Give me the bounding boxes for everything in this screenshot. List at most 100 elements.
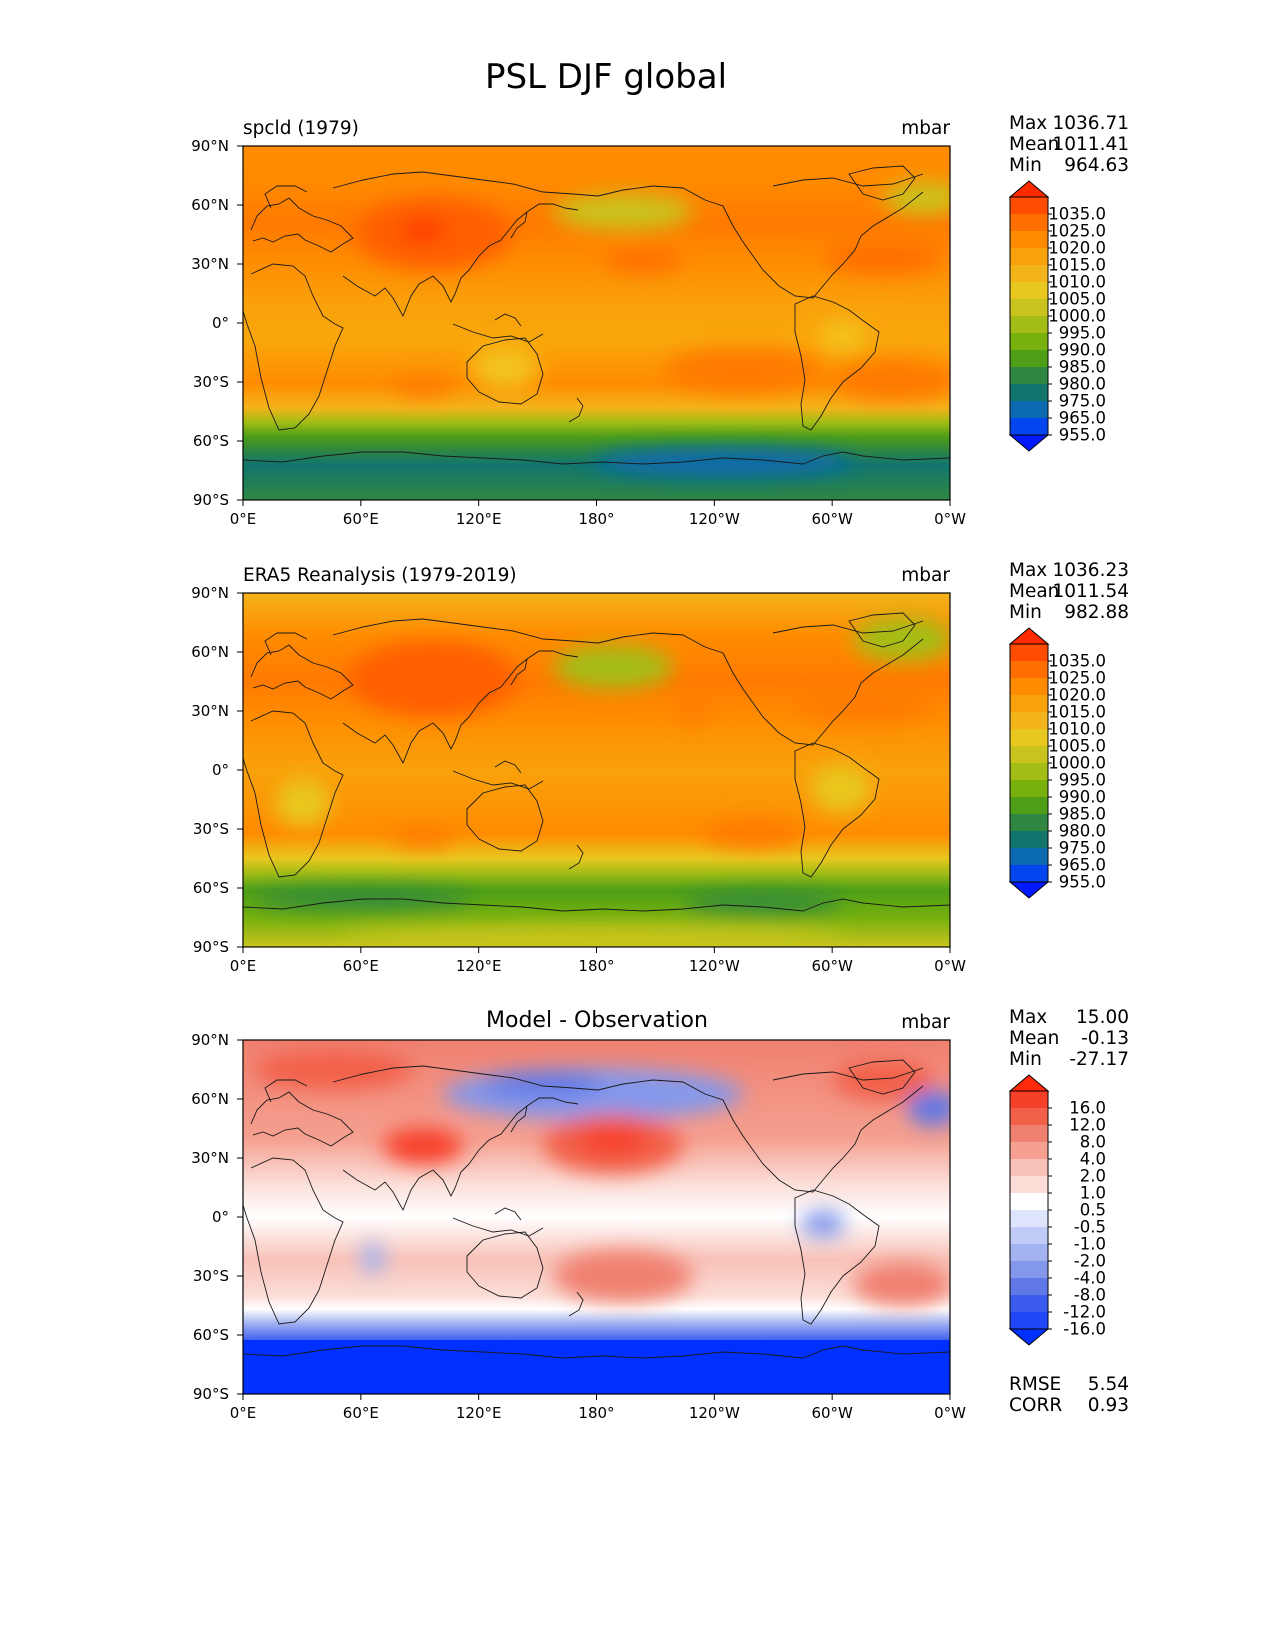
colorbar-level-label: 1000.0 bbox=[1048, 307, 1106, 326]
model-amazon-low bbox=[819, 320, 867, 352]
panel-diff: Model - Observation mbar bbox=[191, 1007, 1129, 1422]
stat-mean-label: Mean bbox=[1009, 134, 1059, 155]
x-tick-label: 120°E bbox=[456, 1404, 502, 1422]
colorbar-level-label: 990.0 bbox=[1059, 341, 1106, 360]
colorbar-level-label: 965.0 bbox=[1059, 856, 1106, 875]
colorbar-swatch bbox=[1010, 831, 1048, 848]
colorbar-swatch bbox=[1010, 214, 1048, 231]
colorbar-swatch bbox=[1010, 1312, 1048, 1329]
colorbar-swatch bbox=[1010, 1261, 1048, 1278]
panel-obs-map: 0°E 60°E 120°E 180° 120°W 60°W 0°W 90°N 60°N 30°… bbox=[191, 584, 966, 975]
colorbar-swatch bbox=[1010, 333, 1048, 350]
colorbar-level-label: 975.0 bbox=[1059, 839, 1106, 858]
colorbar-swatch bbox=[1010, 1108, 1048, 1125]
colorbar-swatch bbox=[1010, 712, 1048, 729]
panel-diff-map: 0°E 60°E 120°E 180° 120°W 60°W 0°W 90°N 60°N 30°… bbox=[191, 1031, 966, 1422]
stat-min-value: 964.63 bbox=[1064, 155, 1129, 176]
y-tick-label: 30°S bbox=[193, 1267, 229, 1285]
colorbar-swatch bbox=[1010, 1176, 1048, 1193]
x-tick-label: 60°W bbox=[811, 1404, 853, 1422]
panel-model-map: 0°E 60°E 120°E 180° 120°W 60°W 0°W 90°N 60°N 30°… bbox=[191, 137, 966, 528]
stat-min-label: Min bbox=[1009, 1049, 1042, 1070]
colorbar-level-label: -16.0 bbox=[1063, 1320, 1106, 1339]
model-australia-low bbox=[471, 346, 539, 390]
diff-arctic-positive bbox=[253, 1050, 413, 1090]
colorbar-extend-min bbox=[1008, 881, 1050, 899]
panel-model-colorbar: 1035.01025.01020.01015.01010.01005.01000… bbox=[1008, 180, 1106, 452]
diff-atlantic-negative bbox=[907, 1090, 950, 1126]
y-tick-label: 30°S bbox=[193, 373, 229, 391]
y-tick-label: 0° bbox=[212, 314, 229, 332]
model-atlantic-high-south bbox=[833, 360, 950, 400]
stat-corr-value: 0.93 bbox=[1088, 1395, 1129, 1416]
colorbar-swatch bbox=[1010, 1125, 1048, 1142]
model-pacific-high-south bbox=[663, 348, 823, 392]
colorbar-swatch bbox=[1010, 678, 1048, 695]
obs-indian-high-south bbox=[393, 827, 453, 847]
colorbar-level-label: 955.0 bbox=[1059, 426, 1106, 445]
colorbar-level-label: 995.0 bbox=[1059, 771, 1106, 790]
colorbar-level-label: 1015.0 bbox=[1048, 256, 1106, 275]
colorbar-extend-max bbox=[1008, 180, 1050, 198]
panel-model-units: mbar bbox=[901, 118, 950, 139]
colorbar-swatch bbox=[1010, 265, 1048, 282]
colorbar-level-label: 985.0 bbox=[1059, 805, 1106, 824]
x-tick-label: 120°W bbox=[689, 957, 740, 975]
panel-obs-stats: Max 1036.23 Mean 1011.54 Min 982.88 bbox=[1009, 560, 1129, 623]
panel-diff-colorbar: 16.012.08.04.02.01.00.5-0.5-1.0-2.0-4.0-… bbox=[1008, 1074, 1106, 1346]
diff-china-positive bbox=[383, 1128, 463, 1164]
x-tick-label: 180° bbox=[578, 510, 614, 528]
colorbar-level-label: -2.0 bbox=[1074, 1252, 1106, 1271]
stat-min-value: -27.17 bbox=[1069, 1049, 1129, 1070]
y-tick-label: 60°S bbox=[193, 879, 229, 897]
panel-obs-units: mbar bbox=[901, 565, 950, 586]
colorbar-level-label: -8.0 bbox=[1074, 1286, 1106, 1305]
colorbar-swatch bbox=[1010, 1244, 1048, 1261]
panel-obs-title: ERA5 Reanalysis (1979-2019) bbox=[243, 565, 517, 586]
x-tick-label: 0°W bbox=[934, 957, 966, 975]
stat-max-value: 15.00 bbox=[1076, 1007, 1129, 1028]
obs-azores-high bbox=[793, 693, 933, 721]
colorbar-swatch bbox=[1010, 384, 1048, 401]
x-tick-label: 0°E bbox=[230, 1404, 257, 1422]
colorbar-level-label: 965.0 bbox=[1059, 409, 1106, 428]
x-tick-label: 0°W bbox=[934, 510, 966, 528]
stat-rmse-value: 5.54 bbox=[1088, 1374, 1129, 1395]
y-tick-label: 90°S bbox=[193, 938, 229, 956]
colorbar-swatch bbox=[1010, 1142, 1048, 1159]
panel-diff-stats: Max 15.00 Mean -0.13 Min -27.17 RMSE 5.5… bbox=[1009, 1007, 1129, 1416]
y-tick-label: 60°N bbox=[191, 196, 229, 214]
colorbar-swatch bbox=[1010, 1210, 1048, 1227]
colorbar-level-label: 8.0 bbox=[1080, 1133, 1106, 1152]
stat-mean-value: 1011.41 bbox=[1052, 134, 1129, 155]
diff-siberia-negative bbox=[443, 1068, 743, 1120]
colorbar-level-label: 1035.0 bbox=[1048, 652, 1106, 671]
y-tick-label: 60°S bbox=[193, 432, 229, 450]
colorbar-level-label: 12.0 bbox=[1069, 1116, 1106, 1135]
colorbar-level-label: 985.0 bbox=[1059, 358, 1106, 377]
y-tick-label: 90°N bbox=[191, 1031, 229, 1049]
colorbar-swatch bbox=[1010, 865, 1048, 882]
x-tick-label: 0°E bbox=[230, 510, 257, 528]
y-tick-label: 30°N bbox=[191, 702, 229, 720]
colorbar-level-label: 975.0 bbox=[1059, 392, 1106, 411]
y-tick-label: 60°S bbox=[193, 1326, 229, 1344]
stat-mean-value: 1011.54 bbox=[1052, 581, 1129, 602]
colorbar-level-label: 1010.0 bbox=[1048, 273, 1106, 292]
colorbar-level-label: 1020.0 bbox=[1048, 686, 1106, 705]
obs-south-ocean-low-east bbox=[683, 893, 843, 913]
colorbar-swatch bbox=[1010, 418, 1048, 435]
colorbar-swatch bbox=[1010, 763, 1048, 780]
colorbar-swatch bbox=[1010, 814, 1048, 831]
colorbar-swatch bbox=[1010, 1227, 1048, 1244]
colorbar-swatch bbox=[1010, 644, 1048, 661]
y-tick-label: 60°N bbox=[191, 1090, 229, 1108]
stat-mean-value: -0.13 bbox=[1081, 1028, 1129, 1049]
colorbar-level-label: 1025.0 bbox=[1048, 669, 1106, 688]
stat-max-value: 1036.71 bbox=[1052, 113, 1129, 134]
colorbar-level-label: 1000.0 bbox=[1048, 754, 1106, 773]
y-tick-label: 30°N bbox=[191, 255, 229, 273]
model-siberian-core bbox=[401, 220, 445, 240]
y-tick-label: 90°S bbox=[193, 491, 229, 509]
